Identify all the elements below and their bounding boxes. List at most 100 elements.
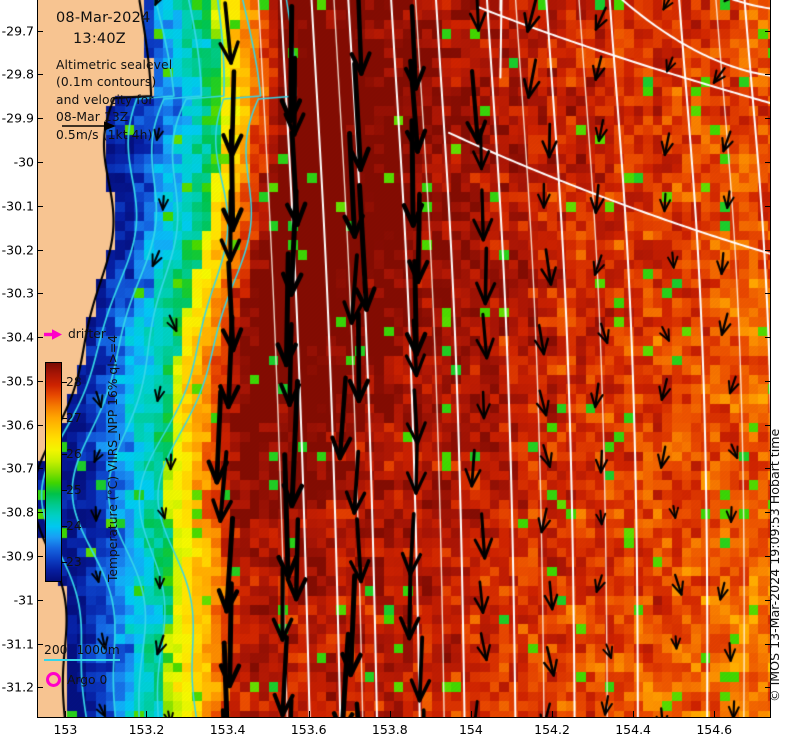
- drifter-arrow-icon: [44, 328, 62, 340]
- argo-legend-label: Argo 0: [67, 672, 108, 687]
- y-axis-tick-mark: [765, 380, 771, 382]
- x-axis-tick-label: 154.2: [534, 722, 570, 737]
- colorbar-tick-mark: [62, 453, 67, 455]
- y-axis-tick-label: -30.5: [1, 373, 34, 389]
- description-line-5: 0.5m/s (1kt 4h): [56, 127, 153, 142]
- y-axis-tick-label: -30.6: [1, 417, 34, 433]
- y-axis-tick-label: -29.8: [1, 66, 34, 82]
- x-axis-tick-mark: [146, 711, 148, 718]
- y-axis-tick-mark: [37, 293, 43, 295]
- y-axis-tick-label: -30: [13, 154, 34, 170]
- description-line-2: (0.1m contours): [56, 75, 157, 90]
- colorbar-tick-label: 28: [66, 374, 82, 389]
- y-axis-tick-mark: [37, 556, 43, 557]
- y-axis-tick-mark: [37, 161, 43, 163]
- colorbar-tick-mark: [62, 526, 67, 528]
- y-axis-tick-mark: [765, 205, 771, 207]
- drifter-legend-label: drifter: [68, 327, 106, 341]
- y-axis-tick-mark: [37, 468, 43, 470]
- contour-and-velocity-layer: [38, 0, 770, 717]
- description-line-3: and velocity for: [56, 92, 154, 107]
- colorbar-tick-label: 25: [66, 483, 82, 498]
- temperature-colorbar: Temperature (°C) VIIRS_NPP 16% ql>=4 28 2…: [45, 335, 120, 582]
- x-axis-tick-mark: [308, 711, 310, 718]
- y-axis-tick-mark: [37, 118, 43, 120]
- argo-legend: Argo 0: [46, 672, 107, 687]
- description-line-1: Altimetric sealevel: [56, 58, 173, 72]
- x-axis-tick-label: 153.6: [290, 722, 327, 737]
- x-axis-tick-mark: [552, 711, 554, 718]
- y-axis-tick-label: -30.8: [1, 504, 34, 520]
- x-axis-tick-label: 153.4: [209, 722, 246, 737]
- y-axis-tick-label: -29.9: [1, 110, 34, 126]
- x-axis-tick-mark: [65, 711, 67, 718]
- y-axis-tick-mark: [37, 643, 43, 645]
- description-block: Altimetric sealevel (0.1m contours) and …: [56, 57, 172, 144]
- y-axis-tick-mark: [765, 643, 771, 645]
- y-axis-tick-label: -31.2: [1, 679, 34, 695]
- drifter-legend: drifter: [44, 327, 106, 341]
- x-axis-tick-mark: [227, 711, 229, 718]
- y-axis-tick-mark: [765, 687, 771, 689]
- x-axis-tick-label: 154.6: [696, 722, 733, 737]
- map-plot-area[interactable]: [37, 0, 771, 718]
- x-axis-tick-mark: [389, 711, 391, 718]
- y-axis-tick-mark: [37, 249, 43, 251]
- x-axis-tick-label: 154: [458, 722, 483, 737]
- x-axis-tick-label: 154.4: [615, 722, 652, 737]
- y-axis-tick-label: -29.7: [1, 23, 34, 39]
- reference-velocity-arrow-icon: [62, 121, 116, 131]
- colorbar-tick-label: 24: [66, 519, 82, 534]
- bathymetry-legend: 200 1000m: [44, 643, 120, 661]
- y-axis-tick-label: -30.2: [1, 242, 34, 258]
- y-axis-tick-mark: [765, 161, 771, 163]
- y-axis-tick-mark: [37, 380, 43, 382]
- y-axis-tick-label: -30.7: [1, 460, 34, 476]
- credit-block: © IMOS 13-Mar-2024 19:09:53 Hobart time: [767, 0, 796, 718]
- y-axis-tick-mark: [37, 424, 43, 426]
- y-axis-tick-mark: [37, 205, 43, 207]
- colorbar-tick-mark: [62, 562, 67, 564]
- y-axis-tick-mark: [765, 293, 771, 295]
- y-axis-tick-label: -31: [13, 592, 34, 608]
- colorbar-tick-label: 23: [66, 555, 82, 570]
- bathy-label-1000m: 1000m: [76, 643, 120, 657]
- y-axis-tick-mark: [37, 74, 43, 76]
- y-axis-tick-mark: [765, 556, 771, 557]
- y-axis-tick-mark: [765, 512, 771, 514]
- y-axis-tick-mark: [37, 512, 43, 514]
- bathy-legend-line: [44, 659, 120, 661]
- y-axis-tick-mark: [765, 424, 771, 426]
- colorbar-title: Temperature (°C) VIIRS_NPP 16% ql>=4: [106, 335, 125, 582]
- y-axis-tick-mark: [37, 337, 43, 339]
- y-axis-tick-mark: [765, 118, 771, 120]
- y-axis-tick-mark: [765, 249, 771, 251]
- description-line-4: 08-Mar 13Z: [56, 110, 129, 125]
- bathy-label-200: 200: [44, 643, 68, 657]
- y-axis-tick-label: -30.4: [1, 329, 34, 345]
- stamp-date: 08-Mar-2024: [56, 10, 151, 26]
- argo-float-icon: [46, 672, 61, 687]
- colorbar-tick-mark: [62, 381, 67, 383]
- x-axis-tick-label: 153.2: [128, 722, 165, 737]
- y-axis-tick-mark: [765, 337, 771, 339]
- y-axis-tick-mark: [37, 687, 43, 689]
- x-axis-tick-mark: [633, 711, 635, 718]
- colorbar-gradient: [45, 362, 62, 582]
- y-axis-tick-mark: [765, 468, 771, 470]
- y-axis-tick-mark: [765, 30, 771, 32]
- colorbar-title-text: Temperature (°C) VIIRS_NPP 16% ql>=4: [106, 334, 120, 582]
- y-axis-tick-label: -30.9: [1, 548, 34, 564]
- y-axis-tick-mark: [37, 599, 43, 601]
- stamp-time: 13:40Z: [73, 30, 126, 47]
- x-axis-tick-label: 153.8: [371, 722, 408, 737]
- datetime-stamp: 08-Mar-2024 13:40Z: [56, 8, 150, 49]
- y-axis-tick-mark: [765, 74, 771, 76]
- y-axis-tick-label: -30.3: [1, 285, 34, 301]
- colorbar-tick-label: 26: [66, 446, 82, 461]
- y-axis-tick-label: -31.1: [1, 636, 34, 652]
- colorbar-tick-label: 27: [66, 410, 82, 425]
- x-axis-tick-mark: [714, 711, 716, 718]
- x-axis-tick-label: 153: [53, 722, 78, 737]
